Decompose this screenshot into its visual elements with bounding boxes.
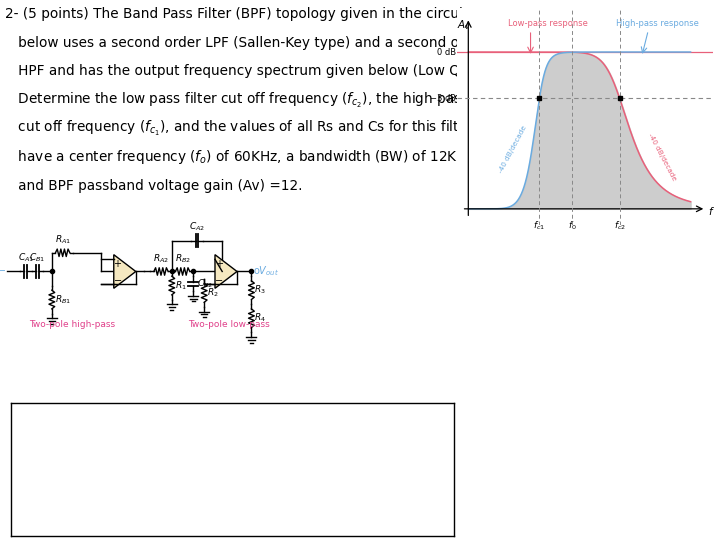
Text: cut off frequency ($f_{c_1}$), and the values of all Rs and Cs for this filter t: cut off frequency ($f_{c_1}$), and the v…: [4, 119, 491, 138]
Text: $-$: $-$: [214, 274, 223, 284]
Text: Two-pole high-pass: Two-pole high-pass: [29, 320, 115, 329]
Text: $f_{c2}$: $f_{c2}$: [613, 220, 626, 232]
Text: $V_{in}$o─: $V_{in}$o─: [0, 265, 6, 279]
Polygon shape: [114, 255, 136, 288]
Text: Two-pole low-pass: Two-pole low-pass: [189, 320, 270, 329]
Text: $C_{B1}$: $C_{B1}$: [30, 252, 45, 264]
Text: 0 dB: 0 dB: [437, 48, 456, 56]
Text: o$V_{out}$: o$V_{out}$: [253, 265, 279, 279]
Text: HPF and has the output frequency spectrum given below (Low Q).: HPF and has the output frequency spectru…: [4, 64, 469, 78]
Text: $R_{B2}$: $R_{B2}$: [175, 253, 191, 265]
Text: -40 dB/decade: -40 dB/decade: [647, 133, 677, 182]
Text: $-$: $-$: [113, 274, 122, 284]
Text: $-$3 dB: $-$3 dB: [428, 93, 456, 103]
Text: $R_{A1}$: $R_{A1}$: [55, 234, 71, 246]
Text: $R_2$: $R_2$: [207, 287, 219, 299]
Text: $A_v$: $A_v$: [457, 18, 471, 32]
Text: +: +: [215, 259, 222, 269]
Text: Determine the low pass filter cut off frequency ($f_{c_2}$), the high pass filte: Determine the low pass filter cut off fr…: [4, 90, 505, 110]
Text: $f_0$: $f_0$: [567, 220, 577, 232]
Text: $C_{B2}$: $C_{B2}$: [197, 278, 213, 290]
Text: -40 dB/decade: -40 dB/decade: [498, 124, 528, 174]
Text: below uses a second order LPF (Sallen-Key type) and a second order: below uses a second order LPF (Sallen-Ke…: [4, 36, 487, 50]
Text: and BPF passband voltage gain (Av) =12.: and BPF passband voltage gain (Av) =12.: [4, 179, 302, 193]
Text: $R_1$: $R_1$: [175, 279, 186, 292]
Text: $f$: $f$: [708, 205, 715, 217]
Text: $C_{A2}$: $C_{A2}$: [189, 221, 205, 233]
Text: High-pass response: High-pass response: [616, 19, 698, 28]
Text: $R_{B1}$: $R_{B1}$: [55, 293, 71, 306]
Text: have a center frequency ($f_o$) of 60KHz, a bandwidth (BW) of 12KHz,: have a center frequency ($f_o$) of 60KHz…: [4, 148, 477, 166]
Text: $C_{A1}$: $C_{A1}$: [18, 252, 34, 264]
Text: 2- (5 points) The Band Pass Filter (BPF) topology given in the circuit: 2- (5 points) The Band Pass Filter (BPF)…: [4, 7, 468, 21]
Text: $R_4$: $R_4$: [254, 312, 266, 325]
Text: +: +: [113, 259, 122, 269]
Text: $f_{c1}$: $f_{c1}$: [534, 220, 546, 232]
Polygon shape: [215, 255, 237, 288]
Text: Low-pass response: Low-pass response: [508, 19, 588, 28]
Text: $R_3$: $R_3$: [254, 284, 266, 296]
Text: $R_{A2}$: $R_{A2}$: [153, 253, 169, 265]
